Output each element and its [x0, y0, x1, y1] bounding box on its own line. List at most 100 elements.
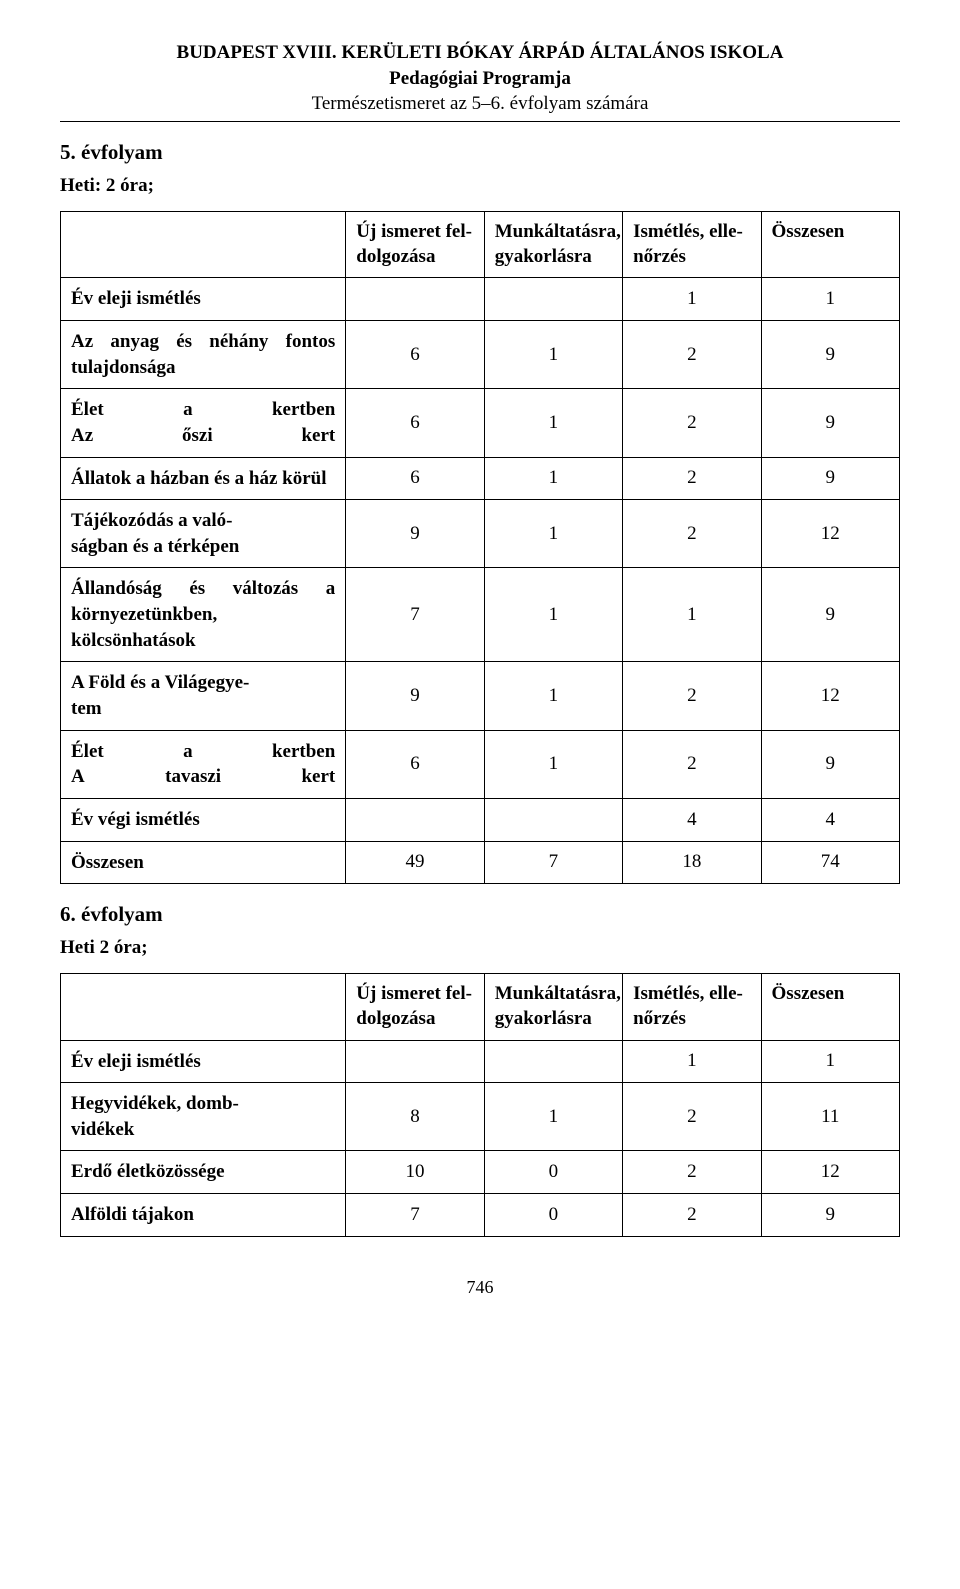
page-number: 746: [60, 1277, 900, 1298]
cell-value: 1: [484, 662, 622, 730]
row-label: Erdő életközössége: [61, 1151, 346, 1194]
table-row: Tájékozódás a való- ságban és a térképen…: [61, 500, 900, 568]
row-label: Állatok a házban és a ház körül: [61, 457, 346, 500]
cell-value: [484, 798, 622, 841]
section-5-title: 5. évfolyam: [60, 140, 900, 165]
row-label: Állandóság és változás a környezetünkben…: [61, 568, 346, 662]
cell-value: 2: [623, 389, 761, 457]
cell-value: 18: [623, 841, 761, 884]
header-rule: [60, 121, 900, 122]
cell-value: 9: [761, 320, 899, 388]
table-row: A Föld és a Világegye- tem91212: [61, 662, 900, 730]
cell-value: [346, 1040, 484, 1083]
cell-value: 6: [346, 457, 484, 500]
column-header: Összesen: [761, 974, 899, 1040]
cell-value: 10: [346, 1151, 484, 1194]
row-label: Év végi ismétlés: [61, 798, 346, 841]
cell-value: 4: [761, 798, 899, 841]
cell-value: 1: [484, 730, 622, 798]
section-5-hours: Heti: 2 óra;: [60, 175, 900, 197]
cell-value: 9: [761, 568, 899, 662]
cell-value: 1: [761, 278, 899, 321]
cell-value: 1: [484, 1083, 622, 1151]
table-row: Év eleji ismétlés 11: [61, 1040, 900, 1083]
table-row: Állatok a házban és a ház körül6129: [61, 457, 900, 500]
cell-value: 6: [346, 320, 484, 388]
cell-value: 2: [623, 320, 761, 388]
cell-value: 0: [484, 1194, 622, 1237]
cell-value: 2: [623, 500, 761, 568]
cell-value: 74: [761, 841, 899, 884]
cell-value: 1: [484, 500, 622, 568]
cell-value: 2: [623, 1151, 761, 1194]
table-row: Év eleji ismétlés 11: [61, 278, 900, 321]
cell-value: 2: [623, 662, 761, 730]
header-line-1: BUDAPEST XVIII. KERÜLETI BÓKAY ÁRPÁD ÁLT…: [60, 40, 900, 66]
cell-value: 2: [623, 1083, 761, 1151]
cell-value: 0: [484, 1151, 622, 1194]
cell-value: 1: [484, 568, 622, 662]
cell-value: 6: [346, 730, 484, 798]
cell-value: 2: [623, 730, 761, 798]
cell-value: 4: [623, 798, 761, 841]
cell-value: 9: [761, 457, 899, 500]
column-header-blank: [61, 211, 346, 277]
cell-value: 2: [623, 1194, 761, 1237]
cell-value: 2: [623, 457, 761, 500]
cell-value: 8: [346, 1083, 484, 1151]
table-row: Erdő életközössége100212: [61, 1151, 900, 1194]
table-row: Az anyag és néhány fontos tulajdonsága61…: [61, 320, 900, 388]
cell-value: 9: [761, 389, 899, 457]
cell-value: 1: [623, 1040, 761, 1083]
cell-value: 7: [346, 1194, 484, 1237]
row-label: Az anyag és néhány fontos tulajdonsága: [61, 320, 346, 388]
column-header: Új ismeret fel- dolgozása: [346, 974, 484, 1040]
row-label: Alföldi tájakon: [61, 1194, 346, 1237]
cell-value: 7: [484, 841, 622, 884]
section-6-title: 6. évfolyam: [60, 902, 900, 927]
cell-value: [346, 278, 484, 321]
row-label: Összesen: [61, 841, 346, 884]
cell-value: 1: [484, 320, 622, 388]
table-row: Alföldi tájakon7029: [61, 1194, 900, 1237]
row-label: Hegyvidékek, domb- vidékek: [61, 1083, 346, 1151]
row-label: A Föld és a Világegye- tem: [61, 662, 346, 730]
row-label: Év eleji ismétlés: [61, 278, 346, 321]
cell-value: 9: [346, 662, 484, 730]
cell-value: 12: [761, 500, 899, 568]
table-row: ÉletakertbenAzőszikert6129: [61, 389, 900, 457]
table-row: ÉletakertbenAtavaszikert6129: [61, 730, 900, 798]
cell-value: 1: [623, 278, 761, 321]
cell-value: 7: [346, 568, 484, 662]
document-header: BUDAPEST XVIII. KERÜLETI BÓKAY ÁRPÁD ÁLT…: [60, 40, 900, 117]
cell-value: 49: [346, 841, 484, 884]
cell-value: 12: [761, 662, 899, 730]
column-header-blank: [61, 974, 346, 1040]
cell-value: [484, 278, 622, 321]
table-grade-6: Új ismeret fel- dolgozásaMunkáltatásra, …: [60, 973, 900, 1237]
cell-value: 9: [761, 730, 899, 798]
column-header: Új ismeret fel- dolgozása: [346, 211, 484, 277]
row-label: ÉletakertbenAzőszikert: [61, 389, 346, 457]
row-label: Év eleji ismétlés: [61, 1040, 346, 1083]
table-row: Hegyvidékek, domb- vidékek81211: [61, 1083, 900, 1151]
cell-value: 1: [623, 568, 761, 662]
header-line-3: Természetismeret az 5–6. évfolyam számár…: [60, 91, 900, 117]
cell-value: 11: [761, 1083, 899, 1151]
cell-value: 1: [761, 1040, 899, 1083]
cell-value: 1: [484, 457, 622, 500]
column-header: Ismétlés, elle- nőrzés: [623, 974, 761, 1040]
column-header: Munkáltatásra, gyakorlásra: [484, 211, 622, 277]
table-row: Összesen4971874: [61, 841, 900, 884]
column-header: Ismétlés, elle- nőrzés: [623, 211, 761, 277]
column-header: Munkáltatásra, gyakorlásra: [484, 974, 622, 1040]
row-label: ÉletakertbenAtavaszikert: [61, 730, 346, 798]
cell-value: 12: [761, 1151, 899, 1194]
section-6-hours: Heti 2 óra;: [60, 937, 900, 959]
cell-value: [484, 1040, 622, 1083]
column-header: Összesen: [761, 211, 899, 277]
cell-value: 6: [346, 389, 484, 457]
header-line-2: Pedagógiai Programja: [60, 66, 900, 92]
table-grade-5: Új ismeret fel- dolgozásaMunkáltatásra, …: [60, 211, 900, 884]
row-label: Tájékozódás a való- ságban és a térképen: [61, 500, 346, 568]
